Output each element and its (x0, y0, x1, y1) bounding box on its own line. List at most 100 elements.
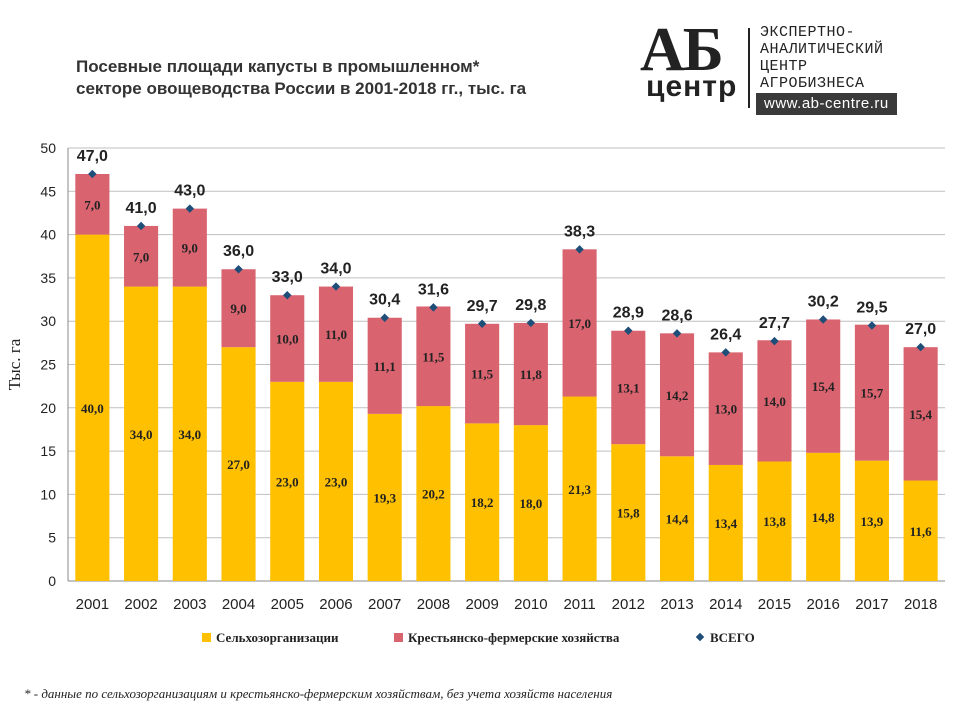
total-marker (331, 282, 341, 291)
bar-segment-farm (903, 347, 938, 481)
data-label-farm: 9,0 (182, 241, 198, 256)
x-tick-label: 2003 (173, 596, 206, 613)
data-label-farm: 11,8 (520, 367, 543, 382)
data-label-farm: 15,7 (861, 386, 884, 401)
total-marker (88, 169, 97, 179)
data-label-agro: 13,4 (714, 516, 737, 531)
bar-segment-agro (903, 480, 938, 581)
data-label-farm: 7,0 (84, 197, 100, 212)
bar-segment-agro (854, 460, 889, 581)
legend-swatch (695, 632, 705, 642)
bar-segment-farm (172, 208, 207, 287)
x-tick-label: 2008 (417, 596, 450, 613)
bar-segment-farm (124, 225, 159, 287)
data-label-agro: 23,0 (276, 474, 299, 489)
data-label-agro: 23,0 (325, 474, 348, 489)
y-tick-label: 25 (40, 357, 56, 373)
bar-segment-agro (708, 464, 743, 581)
bar-segment-farm (221, 269, 256, 348)
bar-segment-farm (611, 330, 646, 445)
y-axis-label: Тыс. га (5, 338, 24, 390)
data-label-farm: 17,0 (568, 316, 591, 331)
y-tick-label: 50 (40, 140, 56, 156)
total-label: 28,9 (613, 305, 644, 322)
total-marker (818, 315, 828, 324)
x-tick-label: 2012 (612, 596, 645, 613)
total-marker (624, 326, 633, 335)
data-label-farm: 14,2 (666, 388, 689, 403)
y-tick-label: 15 (40, 443, 56, 459)
bar-segment-agro (416, 406, 451, 581)
total-label: 29,7 (467, 298, 498, 315)
total-label: 38,3 (564, 223, 595, 240)
data-label-agro: 13,9 (861, 514, 884, 529)
data-label-agro: 18,2 (471, 495, 494, 510)
y-tick-label: 20 (40, 400, 56, 416)
bar-segment-agro (318, 381, 354, 581)
bar-segment-agro (172, 286, 207, 581)
bar-segment-farm (367, 317, 402, 414)
bar-segment-farm (757, 340, 792, 462)
bar-segment-agro (367, 413, 402, 581)
legend-label: ВСЕГО (710, 630, 755, 645)
data-label-agro: 18,0 (519, 496, 542, 511)
y-tick-label: 40 (40, 227, 56, 243)
logo-text: ЭКСПЕРТНО- АНАЛИТИЧЕСКИЙ ЦЕНТР АГРОБИЗНЕ… (760, 24, 884, 92)
data-label-farm: 7,0 (133, 249, 149, 264)
bar-segment-agro (611, 444, 646, 581)
bar-segment-farm (854, 324, 889, 461)
total-marker (477, 319, 487, 329)
total-marker (867, 321, 877, 330)
bar-segment-agro (75, 234, 110, 581)
total-marker (136, 221, 146, 231)
bar-segment-agro (757, 461, 792, 581)
data-label-agro: 40,0 (81, 401, 104, 416)
bar-segment-farm (270, 295, 305, 382)
footnote: * - данные по сельхозорганизациям и крес… (24, 686, 613, 701)
total-label: 27,0 (905, 321, 936, 338)
x-tick-label: 2013 (660, 596, 693, 613)
total-label: 43,0 (174, 183, 205, 200)
total-marker (916, 342, 925, 352)
logo-line: ЭКСПЕРТНО- (760, 24, 856, 41)
logo-line: ЦЕНТР (760, 58, 808, 75)
total-label: 36,0 (223, 243, 254, 260)
bar-segment-agro (465, 423, 500, 581)
total-marker (429, 303, 438, 312)
data-label-farm: 14,0 (763, 394, 786, 409)
x-tick-label: 2016 (807, 596, 840, 613)
total-marker (770, 336, 779, 346)
total-label: 31,6 (418, 281, 449, 298)
x-tick-label: 2007 (368, 596, 401, 613)
bar-segment-farm (416, 306, 451, 407)
y-tick-label: 45 (40, 183, 56, 199)
bar-segment-agro (221, 347, 256, 581)
bar-segment-agro (659, 456, 695, 581)
bar-segment-agro (513, 425, 548, 581)
y-tick-label: 5 (48, 530, 56, 546)
total-label: 29,5 (856, 300, 887, 317)
data-label-agro: 14,4 (666, 512, 689, 527)
data-label-farm: 13,0 (714, 402, 737, 417)
total-label: 29,8 (515, 297, 546, 314)
data-label-agro: 34,0 (178, 427, 201, 442)
x-tick-label: 2018 (904, 596, 937, 613)
chart-title-line1: Посевные площади капусты в промышленном* (76, 57, 480, 76)
bar-segment-agro (562, 396, 597, 581)
bar-segment-farm (465, 323, 500, 424)
data-label-agro: 14,8 (812, 510, 835, 525)
total-label: 41,0 (126, 200, 157, 217)
logo-sub: центр (646, 70, 738, 103)
x-tick-label: 2011 (563, 596, 595, 613)
data-label-farm: 13,1 (617, 380, 640, 395)
data-label-farm: 15,4 (909, 407, 932, 422)
bar-segment-farm (318, 286, 354, 382)
data-label-agro: 11,6 (910, 524, 933, 539)
data-label-agro: 13,8 (763, 514, 786, 529)
legend-label: Крестьянско-фермерские хозяйства (408, 630, 620, 645)
legend-swatch (202, 633, 211, 642)
total-label: 30,4 (369, 292, 400, 309)
data-label-agro: 19,3 (373, 490, 396, 505)
data-label-farm: 10,0 (276, 332, 299, 347)
